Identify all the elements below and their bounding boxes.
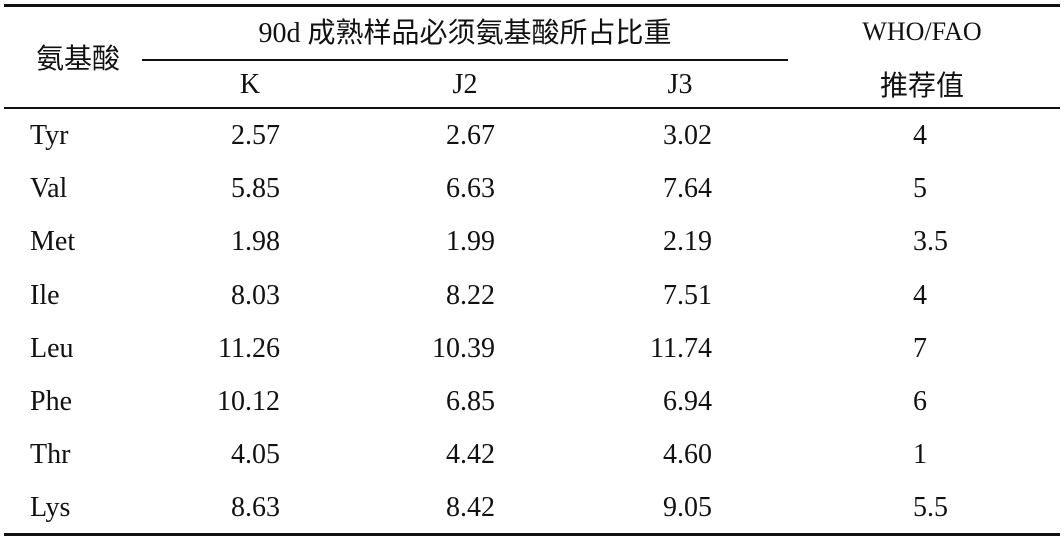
top-rule [4,4,1060,7]
reference-cell: 4 [913,279,927,311]
column-header: J3 [667,69,693,100]
ratio-cell: 4.60 [663,439,712,471]
amino-acid: Met [30,226,76,258]
ratio-cell: 8.22 [446,279,495,311]
reference-header: WHO/FAO [862,17,982,46]
ratio-cell: 2.67 [446,120,495,151]
ratio-cell: 3.02 [663,120,712,151]
ratio-cell: 8.63 [231,492,280,524]
ratio-cell: 6.94 [663,386,712,417]
reference-cell: 4 [913,120,927,151]
ratio-cell: 4.05 [231,439,280,471]
amino-acid: Lys [30,492,71,524]
ratio-cell: 10.39 [432,332,495,364]
amino-acid: Tyr [30,120,69,151]
reference-cell: 6 [913,386,927,417]
ratio-cell: 2.19 [663,226,712,258]
ratio-cell: 11.74 [650,332,712,364]
reference-cell: 5 [913,173,927,205]
reference-cell: 5.5 [913,492,948,524]
ratio-cell: 9.05 [663,492,712,524]
ratio-cell: 5.85 [231,173,280,205]
amino-acid: Ile [30,279,60,311]
ratio-cell: 4.42 [446,439,495,471]
reference-cell: 3.5 [913,226,948,258]
ratio-cell: 6.85 [446,386,495,417]
ratio-cell: 1.99 [446,226,495,258]
reference-cell: 7 [913,332,927,364]
amino-acid: Thr [30,439,71,471]
group-header: 90d 成熟样品必须氨基酸所占比重 [258,18,672,49]
amino-acid: Leu [30,332,74,364]
ratio-cell: 10.12 [217,386,280,417]
ratio-cell: 8.03 [231,279,280,311]
group-rule [142,59,788,61]
amino-acid: Phe [30,386,72,417]
reference-header: 推荐值 [879,71,965,102]
amino-acid: Val [30,173,68,205]
ratio-cell: 1.98 [231,226,280,258]
header-rule [4,107,1060,109]
ratio-cell: 7.64 [663,173,712,205]
ratio-cell: 2.57 [231,120,280,151]
row-label-header: 氨基酸 [35,44,121,75]
ratio-cell: 11.26 [218,332,280,364]
bottom-rule [4,533,1060,536]
column-header: K [239,69,261,100]
column-header: J2 [452,69,478,100]
ratio-cell: 6.63 [446,173,495,205]
ratio-cell: 7.51 [663,279,712,311]
ratio-cell: 8.42 [446,492,495,524]
reference-cell: 1 [913,439,927,471]
